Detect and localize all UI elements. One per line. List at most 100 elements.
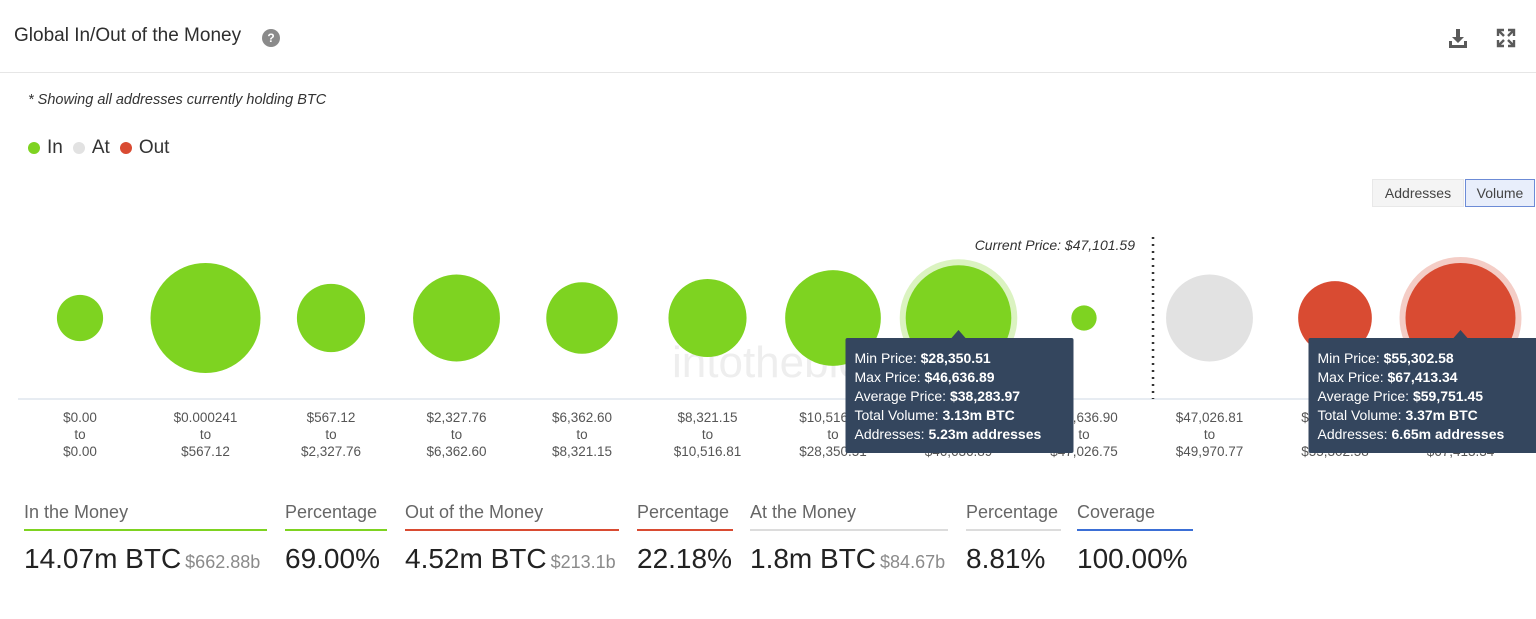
tick-label-from: $567.12 xyxy=(307,410,356,425)
tooltip-row: Average Price: $38,283.97 xyxy=(855,388,1021,404)
bubble-circle[interactable] xyxy=(56,294,104,342)
bubble-4[interactable] xyxy=(546,282,618,354)
stat-at-money-amount: 1.8m BTC xyxy=(750,543,877,574)
tooltip-row-value: $28,350.51 xyxy=(921,350,991,366)
tooltip-row-label: Max Price: xyxy=(1318,369,1388,385)
chart-legend: In At Out xyxy=(28,137,179,159)
stat-out-money-amount: 4.52m BTC xyxy=(405,543,547,574)
tooltip-row-label: Min Price: xyxy=(855,350,921,366)
stat-out-money: Out of the Money 4.52m BTC $213.1b xyxy=(405,502,619,575)
legend-item-out[interactable]: Out xyxy=(119,137,169,159)
stat-at-money-line xyxy=(750,529,948,531)
stat-out-pct: Percentage 22.18% xyxy=(637,502,733,575)
legend-item-at[interactable]: At xyxy=(72,137,110,159)
stat-coverage: Coverage 100.00% xyxy=(1077,502,1193,575)
stat-out-pct-line xyxy=(637,529,733,531)
stat-coverage-label: Coverage xyxy=(1077,502,1156,522)
legend-dot-at xyxy=(72,142,85,154)
bubble-10[interactable] xyxy=(1298,281,1372,355)
tick-label-to: $0.00 xyxy=(63,444,97,459)
tooltip-row-value: $38,283.97 xyxy=(950,388,1020,404)
stat-in-money-amount: 14.07m BTC xyxy=(24,543,182,574)
tooltip-row-value: 3.37m BTC xyxy=(1405,407,1477,423)
tooltip-row-label: Max Price: xyxy=(855,369,925,385)
tooltip-row: Min Price: $28,350.51 xyxy=(855,350,991,366)
tooltip-row-label: Min Price: xyxy=(1318,350,1384,366)
bubble-circle[interactable] xyxy=(296,283,366,353)
tooltip-row-value: $67,413.34 xyxy=(1388,369,1458,385)
legend-label-in: In xyxy=(47,137,63,158)
bubble-3[interactable] xyxy=(413,274,500,362)
stat-at-pct-line xyxy=(966,529,1061,531)
bubble-circle[interactable] xyxy=(1298,281,1372,355)
stat-out-money-value: 4.52m BTC $213.1b xyxy=(405,543,619,575)
tooltip-row-label: Total Volume: xyxy=(1318,407,1406,423)
tooltip-box xyxy=(845,338,1074,453)
legend-dot-in xyxy=(28,142,40,154)
bubble-circle[interactable] xyxy=(413,274,500,362)
tooltip-box xyxy=(1308,338,1536,453)
stat-out-pct-label: Percentage xyxy=(637,502,730,522)
tooltip-row-label: Addresses: xyxy=(1318,426,1392,442)
tick-label-from: $0.00 xyxy=(63,410,97,425)
stat-in-money-value: 14.07m BTC $662.88b xyxy=(24,543,267,575)
tooltip-row-value: $55,302.58 xyxy=(1384,350,1454,366)
holding-note: * Showing all addresses currently holdin… xyxy=(28,92,327,108)
current-price-label: Current Price: $47,101.59 xyxy=(975,237,1136,253)
tick-label-to: $567.12 xyxy=(181,444,230,459)
bubble-circle[interactable] xyxy=(546,282,618,354)
stat-in-pct-label: Percentage xyxy=(285,502,378,522)
bubble-circle[interactable] xyxy=(668,278,747,358)
stat-at-pct-label: Percentage xyxy=(966,502,1059,522)
stat-out-money-label: Out of the Money xyxy=(405,502,544,522)
tooltip-row-label: Average Price: xyxy=(1318,388,1413,404)
stat-out-money-usd: $213.1b xyxy=(550,552,616,572)
download-icon[interactable] xyxy=(1446,26,1470,50)
bubble-1[interactable] xyxy=(150,263,261,373)
tick-label-to-word: to xyxy=(1204,427,1215,442)
tooltip-row: Max Price: $67,413.34 xyxy=(1318,369,1458,385)
tooltip-row-label: Average Price: xyxy=(855,388,950,404)
stat-in-pct: Percentage 69.00% xyxy=(285,502,387,575)
stat-in-pct-value: 69.00% xyxy=(285,543,380,574)
legend-item-in[interactable]: In xyxy=(28,137,63,159)
tick-label-from: $47,026.81 xyxy=(1176,410,1244,425)
tick-label-to-word: to xyxy=(74,427,85,442)
tick-label-from: $6,362.60 xyxy=(552,410,612,425)
tick-label-to-word: to xyxy=(702,427,713,442)
tooltip-row-value: $59,751.45 xyxy=(1413,388,1483,404)
tick-label-to-word: to xyxy=(451,427,462,442)
bubble-9[interactable] xyxy=(1166,274,1253,362)
bubble-5[interactable] xyxy=(668,278,747,358)
legend-dot-out xyxy=(119,142,132,154)
stat-at-money-value: 1.8m BTC $84.67b xyxy=(750,543,948,575)
bubble-2[interactable] xyxy=(296,283,366,353)
tooltip-row: Addresses: 6.65m addresses xyxy=(1318,426,1505,442)
volume-toggle-button[interactable]: Volume xyxy=(1465,179,1535,207)
bubble-8[interactable] xyxy=(1071,305,1097,331)
bubble-circle[interactable] xyxy=(1071,305,1097,331)
tooltip-row-value: $46,636.89 xyxy=(925,369,995,385)
expand-icon[interactable] xyxy=(1494,26,1518,50)
widget-title: Global In/Out of the Money xyxy=(14,25,242,46)
addresses-toggle-button[interactable]: Addresses xyxy=(1372,179,1464,207)
stat-at-money: At the Money 1.8m BTC $84.67b xyxy=(750,502,948,575)
help-icon[interactable]: ? xyxy=(262,29,280,47)
bubble-0[interactable] xyxy=(56,294,104,342)
stat-in-money-line xyxy=(24,529,267,531)
stat-in-pct-line xyxy=(285,529,387,531)
tick-label-to-word: to xyxy=(576,427,587,442)
tooltip-pointer xyxy=(1453,330,1468,338)
tick-label-to: $6,362.60 xyxy=(426,444,486,459)
bubble-circle[interactable] xyxy=(1166,274,1253,362)
stat-at-money-usd: $84.67b xyxy=(880,552,946,572)
bubble-circle[interactable] xyxy=(150,263,261,373)
tick-label-to: $8,321.15 xyxy=(552,444,612,459)
tooltip-row-value: 6.65m addresses xyxy=(1391,426,1504,442)
tick-label-to: $2,327.76 xyxy=(301,444,361,459)
stat-in-money: In the Money 14.07m BTC $662.88b xyxy=(24,502,267,575)
stat-coverage-value: 100.00% xyxy=(1077,543,1188,574)
stat-at-money-label: At the Money xyxy=(750,502,857,522)
legend-label-at: At xyxy=(91,137,110,158)
